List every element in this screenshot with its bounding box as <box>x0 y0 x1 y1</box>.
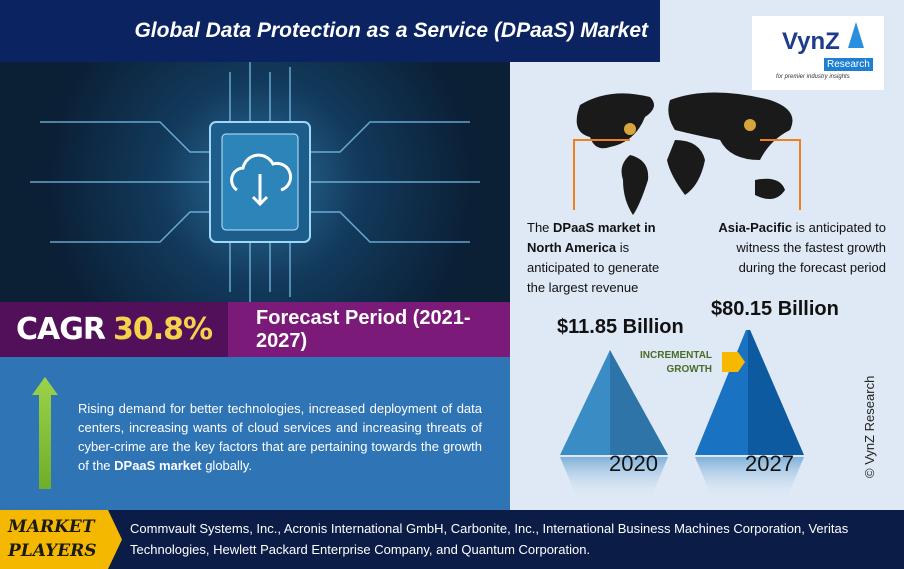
connector-lines <box>573 139 801 210</box>
ap-bold: Asia-Pacific <box>718 220 793 235</box>
year-2020: 2020 <box>609 451 658 476</box>
cagr-value: 30.8% <box>112 312 213 347</box>
market-players-label: MARKET PLAYERS <box>0 510 122 569</box>
location-pin-icon <box>624 119 756 135</box>
growth-arrow-icon <box>722 352 745 372</box>
market-players-bar <box>0 510 904 569</box>
growth-label-2: GROWTH <box>666 364 713 375</box>
hero-image <box>0 62 510 302</box>
vynz-logo: VynZ Research for premier industry insig… <box>752 16 884 90</box>
mp-label-1: MARKET <box>8 517 95 537</box>
na-prefix: The <box>527 220 554 235</box>
world-map <box>576 92 793 215</box>
growth-pyramids <box>560 330 804 500</box>
year-2027: 2027 <box>745 451 794 476</box>
cagr-bar: CAGR 30.8% Forecast Period (2021-2027) <box>0 302 510 357</box>
circuit-cloud-illustration <box>30 62 480 302</box>
cagr-badge: CAGR 30.8% <box>0 302 229 357</box>
na-bold: DPaaS market in North America <box>527 220 656 255</box>
description-box: Rising demand for better technologies, i… <box>0 357 510 510</box>
na-suffix: is anticipated to generate the largest r… <box>527 240 660 295</box>
value-2027: $80.15 Billion <box>711 298 839 320</box>
cloud-sync-icon <box>230 153 293 207</box>
growth-label-1: INCREMENTAL <box>640 350 713 361</box>
desc-bold: DPaaS market <box>114 458 202 473</box>
market-players-list: Commvault Systems, Inc., Acronis Interna… <box>130 521 849 557</box>
logo-sub: Research <box>824 58 873 71</box>
logo-brand: VynZ <box>782 28 840 55</box>
cagr-label: CAGR <box>16 312 106 347</box>
logo-tagline: for premier industry insights <box>776 74 850 80</box>
value-2020: $11.85 Billion <box>557 316 684 338</box>
up-arrow-icon <box>32 377 58 489</box>
north-america-note: The DPaaS market in North America is ant… <box>527 218 677 298</box>
incremental-growth-label: INCREMENTAL GROWTH <box>640 349 712 377</box>
desc-before: Rising demand for better technologies, i… <box>78 401 482 473</box>
page-title: Global Data Protection as a Service (DPa… <box>0 0 660 62</box>
forecast-period: Forecast Period (2021-2027) <box>256 306 471 352</box>
copyright: © VynZ Research <box>862 375 877 478</box>
ap-suffix: is anticipated to witness the fastest gr… <box>736 220 886 275</box>
mp-label-2: PLAYERS <box>8 541 97 561</box>
desc-after: globally. <box>201 458 252 473</box>
logo-arrow-icon <box>848 22 864 48</box>
pyramid-2020 <box>560 350 610 455</box>
asia-pacific-note: Asia-Pacific is anticipated to witness t… <box>700 218 886 278</box>
description-text: Rising demand for better technologies, i… <box>78 399 482 475</box>
title-text: Global Data Protection as a Service (DPa… <box>134 19 648 42</box>
